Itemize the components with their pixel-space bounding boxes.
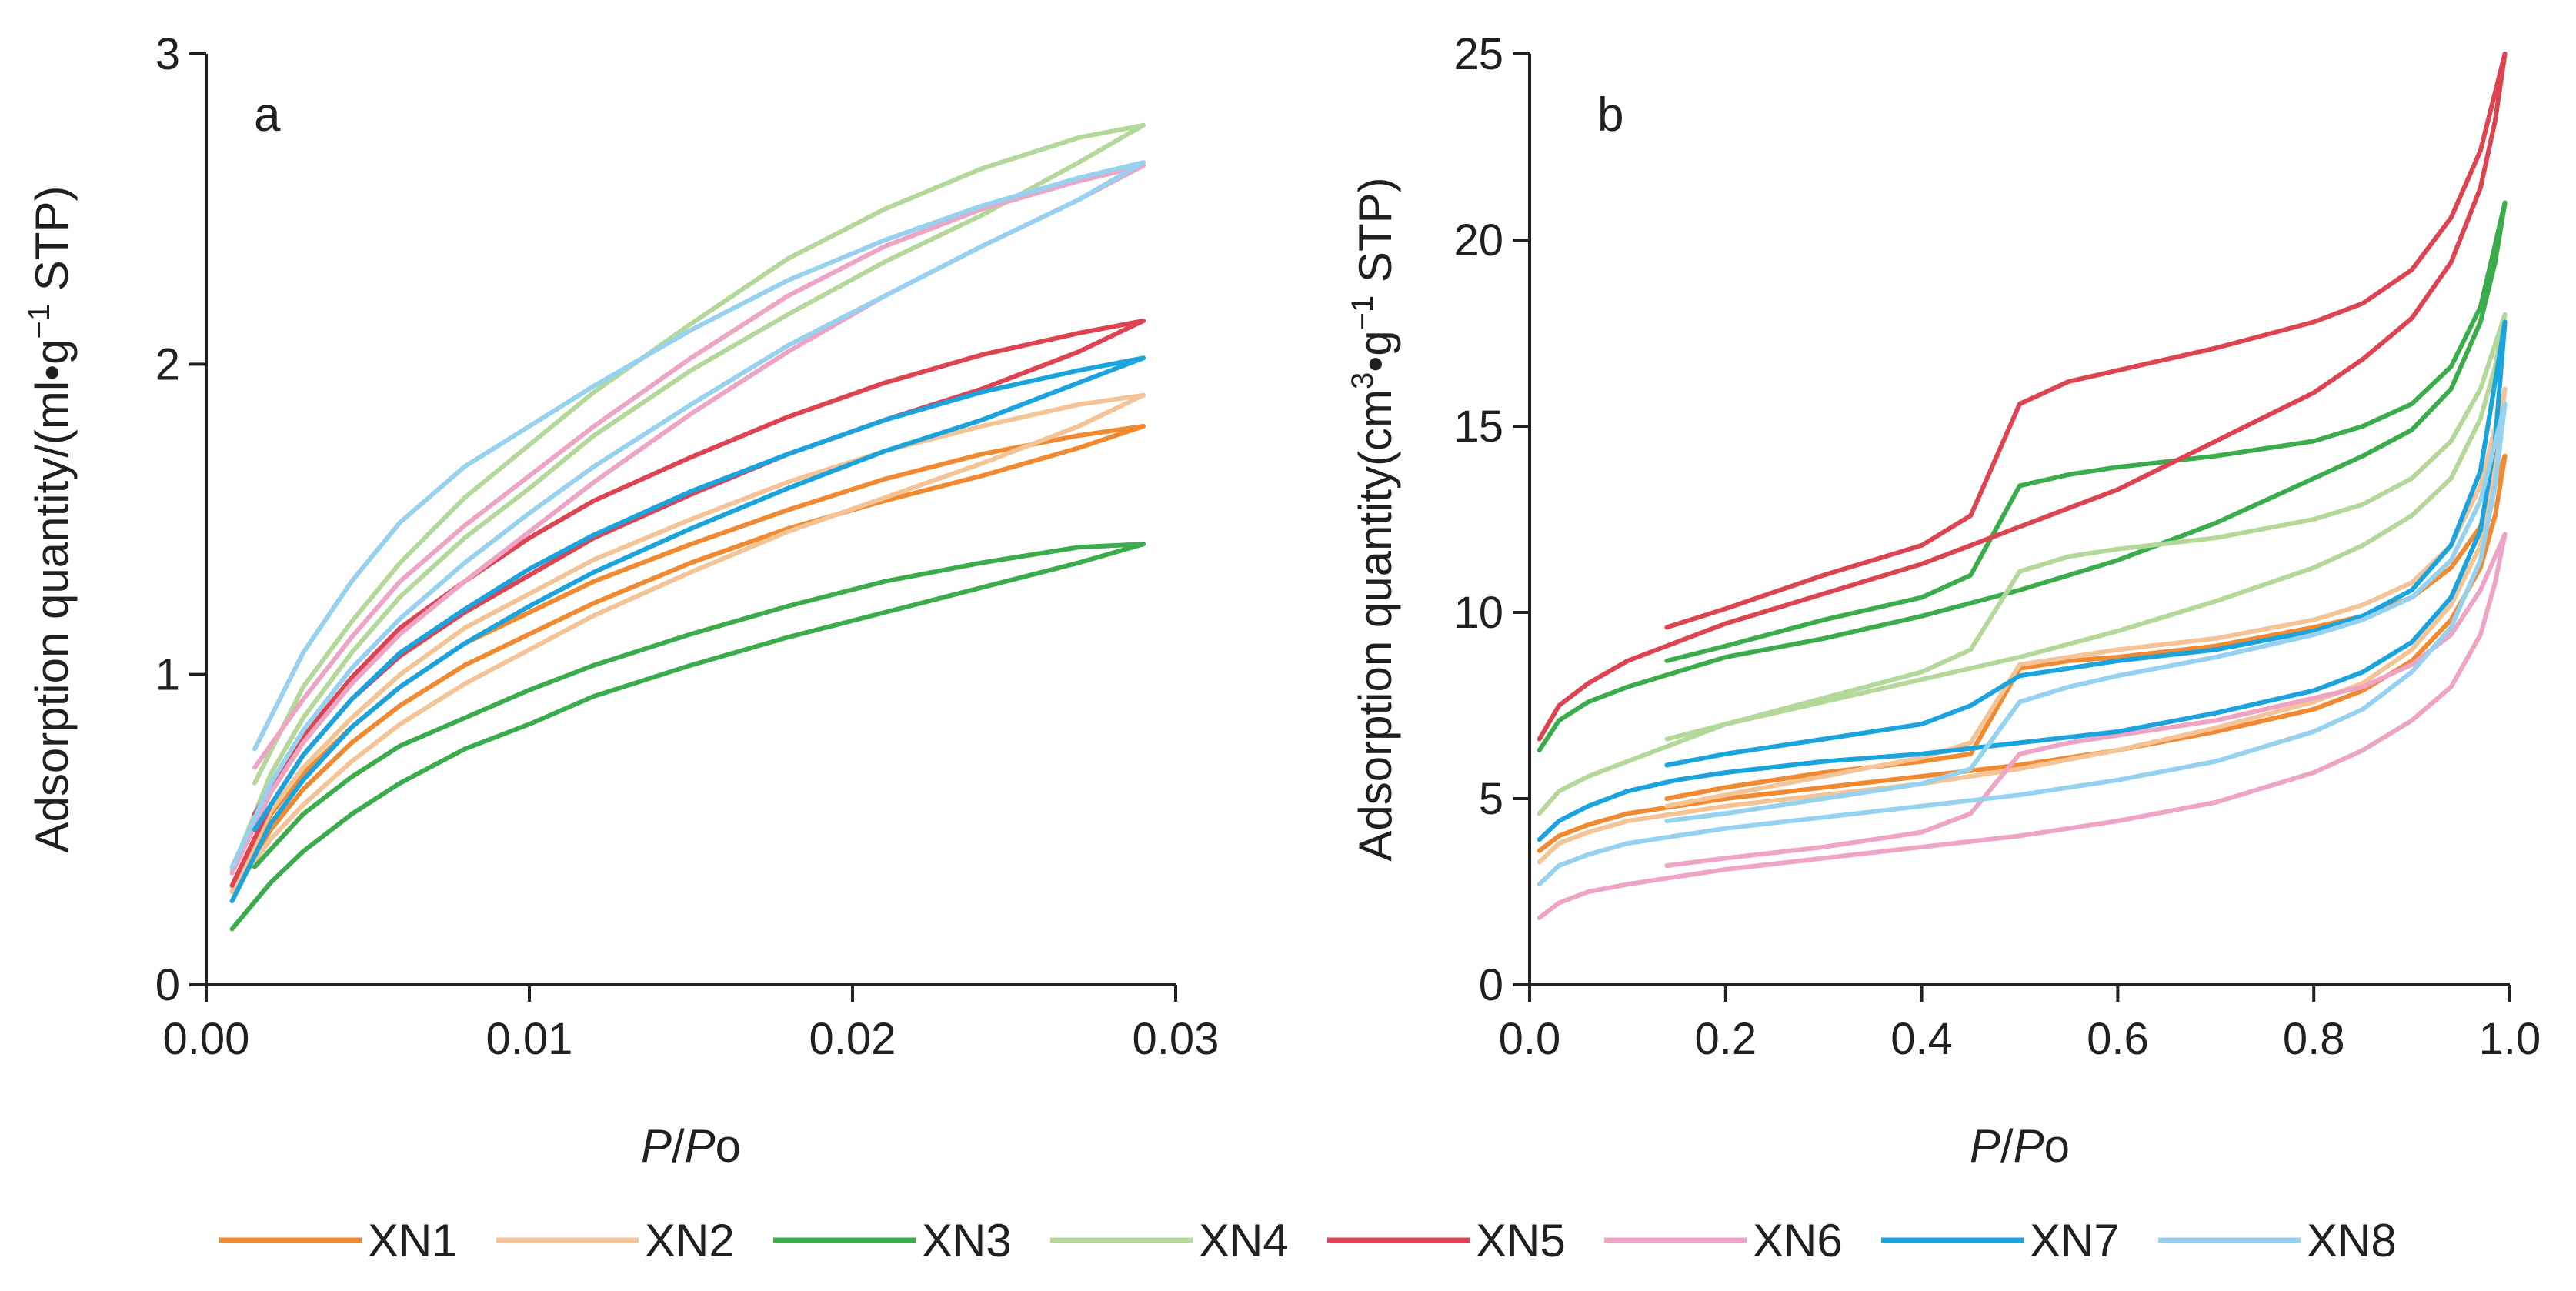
legend-label-xn6: XN6 xyxy=(1753,1215,1843,1266)
legend-label-xn5: XN5 xyxy=(1476,1215,1566,1266)
series-line-xn2-adsorption xyxy=(229,392,1146,894)
x-tick-label: 0.00 xyxy=(163,1014,250,1064)
y-axis-title: Adsorption quantity/(ml•g−1 STP) xyxy=(22,186,78,853)
x-tick-label: 1.0 xyxy=(2479,1014,2541,1064)
series-line-xn1-adsorption xyxy=(229,424,1146,894)
series-xn4 xyxy=(1537,312,2508,816)
series-xn3 xyxy=(229,542,1146,932)
series-xn5 xyxy=(1537,52,2508,742)
series-line-xn5-desorption xyxy=(1664,52,2508,630)
series-line-xn1-adsorption xyxy=(1537,453,2508,853)
legend-label-xn8: XN8 xyxy=(2307,1215,2397,1266)
y-tick-label: 25 xyxy=(1453,29,1503,79)
x-tick-label: 0.01 xyxy=(486,1014,573,1064)
x-tick-label: 0.02 xyxy=(809,1014,896,1064)
series-line-xn3-desorption xyxy=(1664,200,2508,663)
panel-label: a xyxy=(254,88,281,142)
series-xn3 xyxy=(1537,200,2508,753)
x-tick-label: 0.0 xyxy=(1499,1014,1561,1064)
y-tick-label: 15 xyxy=(1453,402,1503,452)
series-line-xn2-adsorption xyxy=(1537,386,2508,865)
series-xn7 xyxy=(1537,319,2508,842)
y-tick-label: 10 xyxy=(1453,588,1503,638)
series-xn8 xyxy=(229,160,1146,869)
series-line-xn6-adsorption xyxy=(1537,532,2508,920)
series-line-xn4-adsorption xyxy=(1537,312,2508,816)
x-tick-label: 0.6 xyxy=(2087,1014,2149,1064)
legend: XN1 XN2 XN3 XN4 XN5 XN6 XN7 XN8 xyxy=(219,1215,2397,1266)
y-tick-label: 5 xyxy=(1479,774,1503,824)
series-xn2 xyxy=(1537,386,2508,865)
series-line-xn4-adsorption xyxy=(229,122,1146,872)
series-xn7 xyxy=(229,355,1146,904)
series-line-xn8-adsorption xyxy=(1537,402,2508,887)
x-tick-label: 0.4 xyxy=(1890,1014,1953,1064)
series-line-xn4-desorption xyxy=(1664,312,2508,742)
series-xn4 xyxy=(229,122,1146,872)
x-tick-label: 0.2 xyxy=(1694,1014,1757,1064)
series-line-xn3-desorption xyxy=(252,542,1146,869)
series-line-xn8-desorption xyxy=(252,160,1146,752)
legend-label-xn7: XN7 xyxy=(2030,1215,2120,1266)
series-line-xn7-desorption xyxy=(1664,319,2508,768)
series-line-xn3-adsorption xyxy=(229,542,1146,932)
series-xn1 xyxy=(1537,453,2508,853)
panel-b: 0.0 0.2 0.4 0.6 0.8 1.0 0 5 10 15 20 25 b P/Po Adsorpt… xyxy=(1346,29,2541,1172)
x-tick-label: 0.8 xyxy=(2283,1014,2345,1064)
x-axis-title: P/Po xyxy=(641,1120,741,1172)
y-axis-title: Adsorption quantity(cm3•g−1 STP) xyxy=(1346,177,1401,861)
series-line-xn4-desorption xyxy=(252,122,1146,786)
series-line-xn6-desorption xyxy=(252,163,1146,770)
y-tick-label: 3 xyxy=(155,29,180,79)
legend-label-xn4: XN4 xyxy=(1199,1215,1289,1266)
y-tick-label: 0 xyxy=(155,960,180,1010)
legend-label-xn3: XN3 xyxy=(922,1215,1012,1266)
series-line-xn5-adsorption xyxy=(1537,52,2508,742)
series-line-xn8-adsorption xyxy=(229,160,1146,869)
series-line-xn2-desorption xyxy=(229,392,1146,894)
legend-label-xn2: XN2 xyxy=(645,1215,735,1266)
series-xn2 xyxy=(229,392,1146,894)
series-line-xn3-adsorption xyxy=(1537,200,2508,753)
series-line-xn1-desorption xyxy=(229,424,1146,894)
y-tick-label: 20 xyxy=(1453,215,1503,265)
x-axis-title: P/Po xyxy=(1970,1120,2070,1172)
series-line-xn5-desorption xyxy=(252,318,1146,817)
series-xn8 xyxy=(1537,402,2508,887)
panel-a: 0.00 0.01 0.02 0.03 0 1 2 3 a P/Po Adsorption quan… xyxy=(22,29,1219,1172)
y-tick-label: 2 xyxy=(155,339,180,389)
x-tick-label: 0.03 xyxy=(1133,1014,1220,1064)
y-tick-label: 1 xyxy=(155,650,180,700)
series-line-xn7-adsorption xyxy=(1537,319,2508,842)
series-line-xn8-desorption xyxy=(1664,402,2508,823)
series-line-xn7-adsorption xyxy=(229,355,1146,904)
series-xn1 xyxy=(229,424,1146,894)
y-tick-label: 0 xyxy=(1479,960,1503,1010)
panel-label: b xyxy=(1597,88,1623,142)
legend-label-xn1: XN1 xyxy=(368,1215,458,1266)
series-line-xn7-desorption xyxy=(252,355,1146,832)
